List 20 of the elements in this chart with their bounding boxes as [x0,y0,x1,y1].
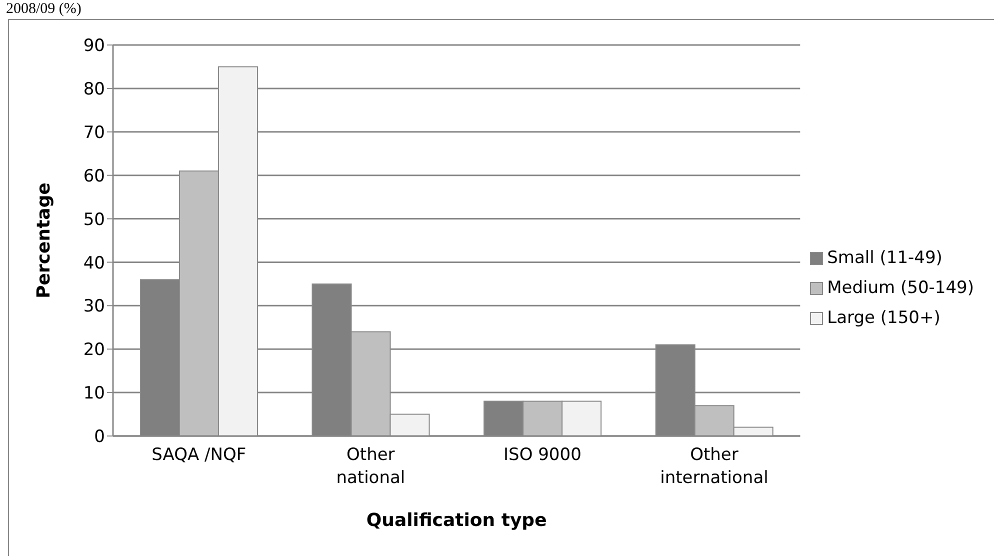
legend-label: Small (11-49) [827,247,942,270]
legend-label: Large (150+) [827,307,940,330]
x-tick-label: Other national [336,445,406,488]
y-tick-label: 30 [83,296,105,317]
x-tick-label: ISO 9000 [504,445,582,465]
x-tick-label: SAQA /NQF [152,445,246,465]
y-tick-label: 50 [83,210,105,230]
y-tick-label: 40 [83,253,105,274]
y-tick-label: 90 [83,36,105,56]
legend-label: Medium (50-149) [827,277,974,300]
y-tick-label: 0 [94,427,105,448]
y-tick-label: 70 [83,122,105,143]
y-tick-label: 10 [83,384,105,404]
y-tick-label: 80 [83,79,105,100]
y-tick-label: 20 [83,340,105,360]
x-tick-label: Other international [660,445,768,488]
y-axis-title: Percentage [33,182,54,298]
x-axis-title: Qualification type [366,510,547,531]
chart-title: 2008/09 (%) [6,0,82,18]
y-tick-label: 60 [83,166,105,186]
